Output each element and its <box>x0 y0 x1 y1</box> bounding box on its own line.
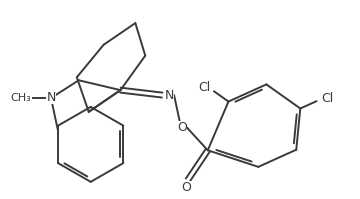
Text: Cl: Cl <box>321 92 333 105</box>
Text: N: N <box>165 89 174 101</box>
Text: CH₃: CH₃ <box>11 93 32 103</box>
Text: O: O <box>177 121 187 134</box>
Text: Cl: Cl <box>198 81 210 94</box>
Text: N: N <box>46 91 56 103</box>
Text: O: O <box>181 181 191 194</box>
